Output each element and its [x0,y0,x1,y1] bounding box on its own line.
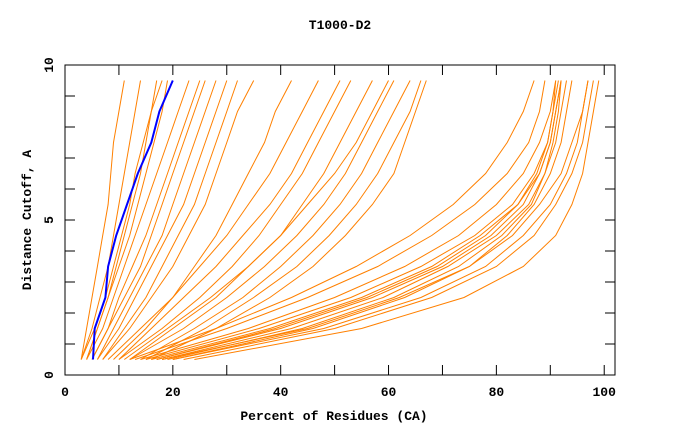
series-line-4 [91,80,201,360]
series-line-16 [129,80,395,360]
chart-title: T1000-D2 [309,18,372,33]
series-line-0 [80,80,141,360]
y-tick-label: 10 [42,57,57,73]
series-line-30 [183,80,594,360]
series-line-20 [113,80,292,360]
y-tick-label: 5 [42,216,57,224]
series-line-18 [145,80,422,360]
series-line-24 [161,80,562,360]
series-line-35 [129,80,535,360]
series-line-23 [156,80,562,360]
series-line-17 [140,80,411,360]
x-tick-label: 0 [61,385,69,400]
series-line-29 [156,80,557,360]
series-line-26 [167,80,567,360]
series-line-7 [96,80,228,360]
x-axis-label: Percent of Residues (CA) [240,409,427,424]
highlight-series-line [92,80,174,360]
series-line-6 [96,80,217,360]
series-line-14 [118,80,352,360]
x-tick-label: 40 [273,385,289,400]
plot-frame [64,64,616,376]
series-line-5 [91,80,206,360]
series-line-33 [161,80,589,360]
series-line-21 [124,80,389,360]
x-tick-label: 100 [593,385,617,400]
series-line-32 [194,80,600,360]
series-line-15 [129,80,373,360]
series-line-13 [118,80,341,360]
series-line-28 [172,80,573,360]
y-axis-label: Distance Cutoff, A [20,150,35,291]
series-line-9 [102,80,255,360]
series-line-10 [80,80,125,360]
series-line-25 [145,80,559,360]
series-lines [80,80,600,360]
series-line-12 [107,80,319,360]
x-tick-label: 80 [489,385,505,400]
axes: 0 20 40 60 80 100 0 5 10 [42,57,616,400]
series-line-11 [86,80,163,360]
series-line-31 [172,80,589,360]
x-tick-label: 60 [381,385,397,400]
series-line-8 [102,80,238,360]
series-line-19 [151,80,427,360]
series-line-34 [134,80,546,360]
series-line-27 [140,80,557,360]
series-line-3 [86,80,190,360]
y-tick-label: 0 [42,371,57,379]
x-tick-label: 20 [165,385,181,400]
